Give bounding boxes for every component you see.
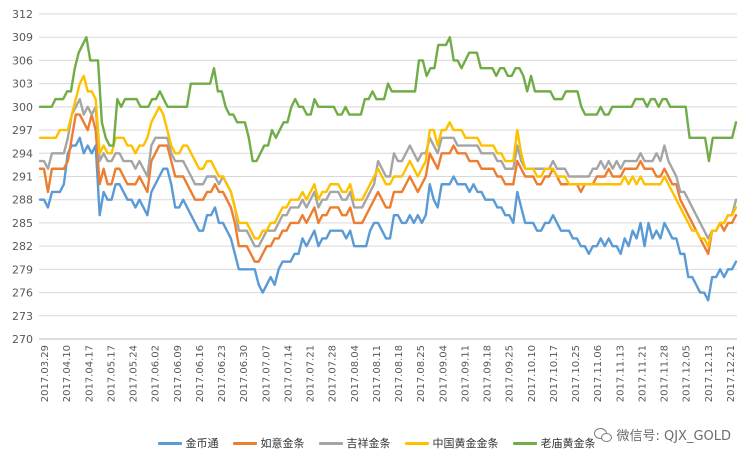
- y-tick-label: 273: [12, 310, 33, 323]
- legend-label: 吉祥金条: [346, 437, 391, 450]
- legend-item-zhongguo: 中国黄金金条: [404, 435, 499, 451]
- legend-swatch: [404, 441, 429, 445]
- x-tick-label: 2017.05.17: [106, 345, 117, 402]
- series-line-0: [38, 136, 738, 302]
- x-tick-label: 2017.10.17: [549, 345, 560, 402]
- y-tick-label: 276: [12, 287, 33, 300]
- legend-item-laomiao: 老庙黄金条: [512, 435, 596, 451]
- series-line-2: [38, 97, 738, 248]
- legend-swatch: [232, 441, 257, 445]
- x-tick-label: 2017.12.05: [682, 345, 693, 402]
- x-tick-label: 2017.07.14: [283, 345, 294, 402]
- x-tick-label: 2017.09.18: [483, 345, 494, 402]
- legend-item-jinbitong: 金币通: [157, 435, 219, 451]
- legend-swatch: [318, 441, 343, 445]
- x-tick-label: 2017.08.25: [416, 345, 427, 402]
- legend-label: 如意金条: [260, 437, 305, 450]
- x-tick-label: 2017.08.11: [372, 345, 383, 402]
- y-tick-label: 297: [12, 124, 33, 137]
- x-tick-label: 2017.09.25: [505, 345, 516, 402]
- y-tick-label: 282: [12, 240, 33, 253]
- x-tick-label: 2017.07.07: [261, 345, 272, 402]
- y-tick-label: 285: [12, 217, 33, 230]
- y-tick-label: 279: [12, 263, 33, 276]
- series-line-3: [38, 74, 738, 248]
- watermark-text: 微信号: QJX_GOLD: [616, 429, 731, 444]
- legend: 金币通 如意金条 吉祥金条 中国黄金金条 老庙黄金条: [0, 434, 753, 452]
- y-tick-label: 288: [12, 194, 33, 207]
- x-tick-label: 2017.06.02: [151, 345, 162, 402]
- x-tick-label: 2017.11.28: [660, 345, 671, 402]
- legend-swatch: [157, 441, 182, 445]
- legend-item-jixiang: 吉祥金条: [318, 435, 391, 451]
- x-tick-label: 2017.12.13: [704, 345, 715, 402]
- x-tick-label: 2017.07.28: [328, 345, 339, 402]
- x-tick-label: 2017.10.25: [571, 345, 582, 402]
- legend-label: 中国黄金金条: [432, 437, 499, 450]
- x-tick-label: 2017.06.23: [217, 345, 228, 402]
- y-tick-label: 312: [12, 8, 33, 21]
- legend-label: 金币通: [185, 437, 219, 450]
- y-tick-label: 309: [12, 31, 33, 44]
- y-tick-label: 300: [12, 101, 33, 114]
- series-line-1: [38, 113, 738, 263]
- watermark: 微信号: QJX_GOLD: [594, 425, 731, 444]
- x-tick-label: 2017.06.16: [195, 345, 206, 402]
- legend-label: 老庙黄金条: [540, 437, 596, 450]
- x-tick-label: 2017.04.10: [62, 345, 73, 402]
- x-tick-label: 2017.06.09: [173, 345, 184, 402]
- y-tick-label: 270: [12, 333, 33, 346]
- x-tick-label: 2017.10.10: [527, 345, 538, 402]
- x-tick-label: 2017.08.18: [394, 345, 405, 402]
- x-tick-label: 2017.07.21: [306, 345, 317, 402]
- x-tick-label: 2017.11.21: [637, 345, 648, 402]
- x-tick-label: 2017.11.06: [593, 345, 604, 402]
- x-tick-label: 2017.12.21: [726, 345, 737, 402]
- x-tick-label: 2017.09.11: [460, 345, 471, 402]
- x-tick-label: 2017.08.04: [350, 345, 361, 402]
- x-tick-label: 2017.03.29: [40, 345, 51, 402]
- x-tick-label: 2017.04.17: [84, 345, 95, 402]
- legend-item-ruyi: 如意金条: [232, 435, 305, 451]
- y-tick-label: 306: [12, 54, 33, 67]
- y-tick-label: 303: [12, 78, 33, 91]
- y-tick-label: 291: [12, 171, 33, 184]
- series-line-4: [38, 36, 738, 163]
- x-tick-label: 2017.05.24: [129, 345, 140, 402]
- y-tick-label: 294: [12, 147, 33, 160]
- x-tick-label: 2017.11.13: [615, 345, 626, 402]
- x-tick-label: 2017.09.04: [438, 345, 449, 402]
- wechat-icon: [594, 427, 613, 442]
- x-tick-label: 2017.06.30: [239, 345, 250, 402]
- legend-swatch: [512, 441, 537, 445]
